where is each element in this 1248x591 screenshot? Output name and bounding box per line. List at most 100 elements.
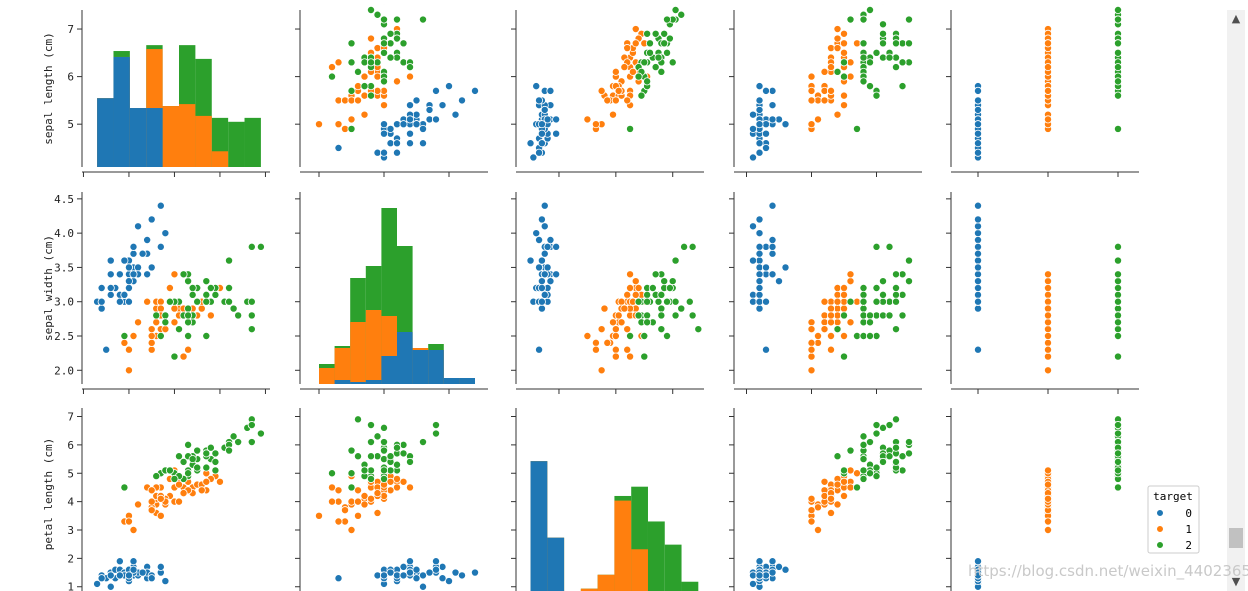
legend-label-2: 2 [1185, 539, 1192, 552]
scatter-point-target-0 [768, 101, 777, 110]
scatter-point-target-1 [840, 91, 849, 100]
hist-bar-target-0 [397, 332, 413, 384]
scatter-point-target-2 [677, 304, 686, 313]
scatter-point-target-1 [827, 508, 836, 517]
scatter-point-target-0 [974, 249, 983, 258]
scatter-point-target-2 [256, 429, 265, 438]
hist-bar-target-0 [381, 356, 397, 384]
scatter-point-target-2 [640, 58, 649, 67]
scatter-point-target-2 [386, 53, 395, 62]
scatter-point-target-1 [314, 120, 323, 129]
scatter-point-target-1 [611, 331, 620, 340]
scatter-point-target-0 [762, 263, 771, 272]
scatter-point-target-1 [833, 34, 842, 43]
scatter-point-target-2 [668, 58, 677, 67]
scrollbar-thumb[interactable] [1229, 528, 1243, 548]
scatter-point-target-1 [820, 297, 829, 306]
scatter-point-target-1 [1044, 331, 1053, 340]
panel-r0-c4 [974, 4, 1123, 162]
scatter-point-target-0 [405, 129, 414, 138]
scatter-point-target-2 [879, 290, 888, 299]
scatter-point-target-0 [755, 215, 764, 224]
scatter-point-target-0 [755, 557, 764, 566]
hist-bar-target-2 [664, 544, 682, 591]
scatter-point-target-2 [366, 91, 375, 100]
scatter-point-target-0 [147, 574, 156, 583]
scatter-point-target-0 [974, 201, 983, 210]
scatter-point-target-2 [859, 304, 868, 313]
scatter-point-target-2 [229, 304, 238, 313]
scatter-point-target-2 [663, 48, 672, 57]
scatter-point-target-2 [671, 311, 680, 320]
scatter-point-target-0 [546, 86, 555, 95]
scatter-point-target-0 [762, 129, 771, 138]
legend-label-0: 0 [1185, 507, 1192, 520]
scatter-point-target-0 [97, 297, 106, 306]
scatter-point-target-1 [1044, 277, 1053, 286]
hist-bar-target-1 [365, 310, 382, 384]
scatter-point-target-1 [591, 120, 600, 129]
scatter-point-target-0 [399, 120, 408, 129]
scatter-point-target-0 [418, 582, 427, 591]
scatter-point-target-0 [974, 297, 983, 306]
scatter-point-target-2 [386, 452, 395, 461]
scatter-point-target-0 [457, 96, 466, 105]
scatter-point-target-0 [749, 110, 758, 119]
scatter-point-target-2 [859, 474, 868, 483]
scatter-point-target-1 [623, 345, 632, 354]
scatter-point-target-2 [866, 58, 875, 67]
scatter-point-target-2 [663, 297, 672, 306]
scroll-up-arrow-icon[interactable]: ▲ [1231, 12, 1241, 25]
scatter-point-target-2 [660, 29, 669, 38]
scatter-point-target-0 [457, 571, 466, 580]
scatter-point-target-1 [1044, 297, 1053, 306]
scatter-point-target-1 [152, 318, 161, 327]
scatter-point-target-0 [974, 235, 983, 244]
scatter-point-target-2 [833, 67, 842, 76]
scatter-point-target-1 [591, 338, 600, 347]
scatter-point-target-2 [872, 283, 881, 292]
scatter-point-target-2 [202, 277, 211, 286]
scatter-point-target-2 [353, 452, 362, 461]
scatter-point-target-1 [327, 497, 336, 506]
scatter-point-target-0 [768, 557, 777, 566]
scatter-point-target-1 [379, 101, 388, 110]
scroll-down-arrow-icon[interactable]: ▼ [1231, 575, 1241, 588]
scatter-point-target-2 [654, 53, 663, 62]
scatter-point-target-2 [225, 297, 234, 306]
scatter-point-target-1 [623, 44, 632, 53]
scatter-point-target-1 [1044, 318, 1053, 327]
scatter-point-target-1 [623, 325, 632, 334]
scatter-point-target-1 [129, 331, 138, 340]
scatter-point-target-1 [628, 67, 637, 76]
scatter-point-target-2 [211, 457, 220, 466]
scatter-point-target-1 [611, 345, 620, 354]
scatter-point-target-2 [1114, 15, 1123, 24]
scatter-point-target-1 [597, 366, 606, 375]
scatter-point-target-2 [366, 452, 375, 461]
scatter-point-target-1 [827, 331, 836, 340]
scatter-point-target-1 [611, 352, 620, 361]
scatter-point-target-2 [1114, 352, 1123, 361]
scatter-point-target-0 [552, 129, 561, 138]
scatter-point-target-2 [645, 39, 654, 48]
scatter-point-target-0 [161, 577, 170, 586]
scatter-point-target-0 [546, 277, 555, 286]
scatter-point-target-0 [537, 129, 546, 138]
scatter-point-target-1 [827, 304, 836, 313]
scatter-point-target-2 [347, 483, 356, 492]
scatter-point-target-2 [688, 242, 697, 251]
scatter-point-target-1 [833, 297, 842, 306]
panel-r0-c0 [97, 45, 261, 167]
scatter-point-target-1 [634, 283, 643, 292]
scatter-point-target-2 [657, 304, 666, 313]
scatter-point-target-0 [537, 256, 546, 265]
scatter-point-target-1 [614, 86, 623, 95]
scatter-point-target-2 [671, 297, 680, 306]
scatter-point-target-2 [680, 242, 689, 251]
scatter-point-target-0 [546, 235, 555, 244]
scatter-point-target-1 [833, 480, 842, 489]
scatter-point-target-2 [872, 429, 881, 438]
scatter-point-target-1 [161, 325, 170, 334]
vertical-scrollbar[interactable] [1227, 10, 1245, 591]
